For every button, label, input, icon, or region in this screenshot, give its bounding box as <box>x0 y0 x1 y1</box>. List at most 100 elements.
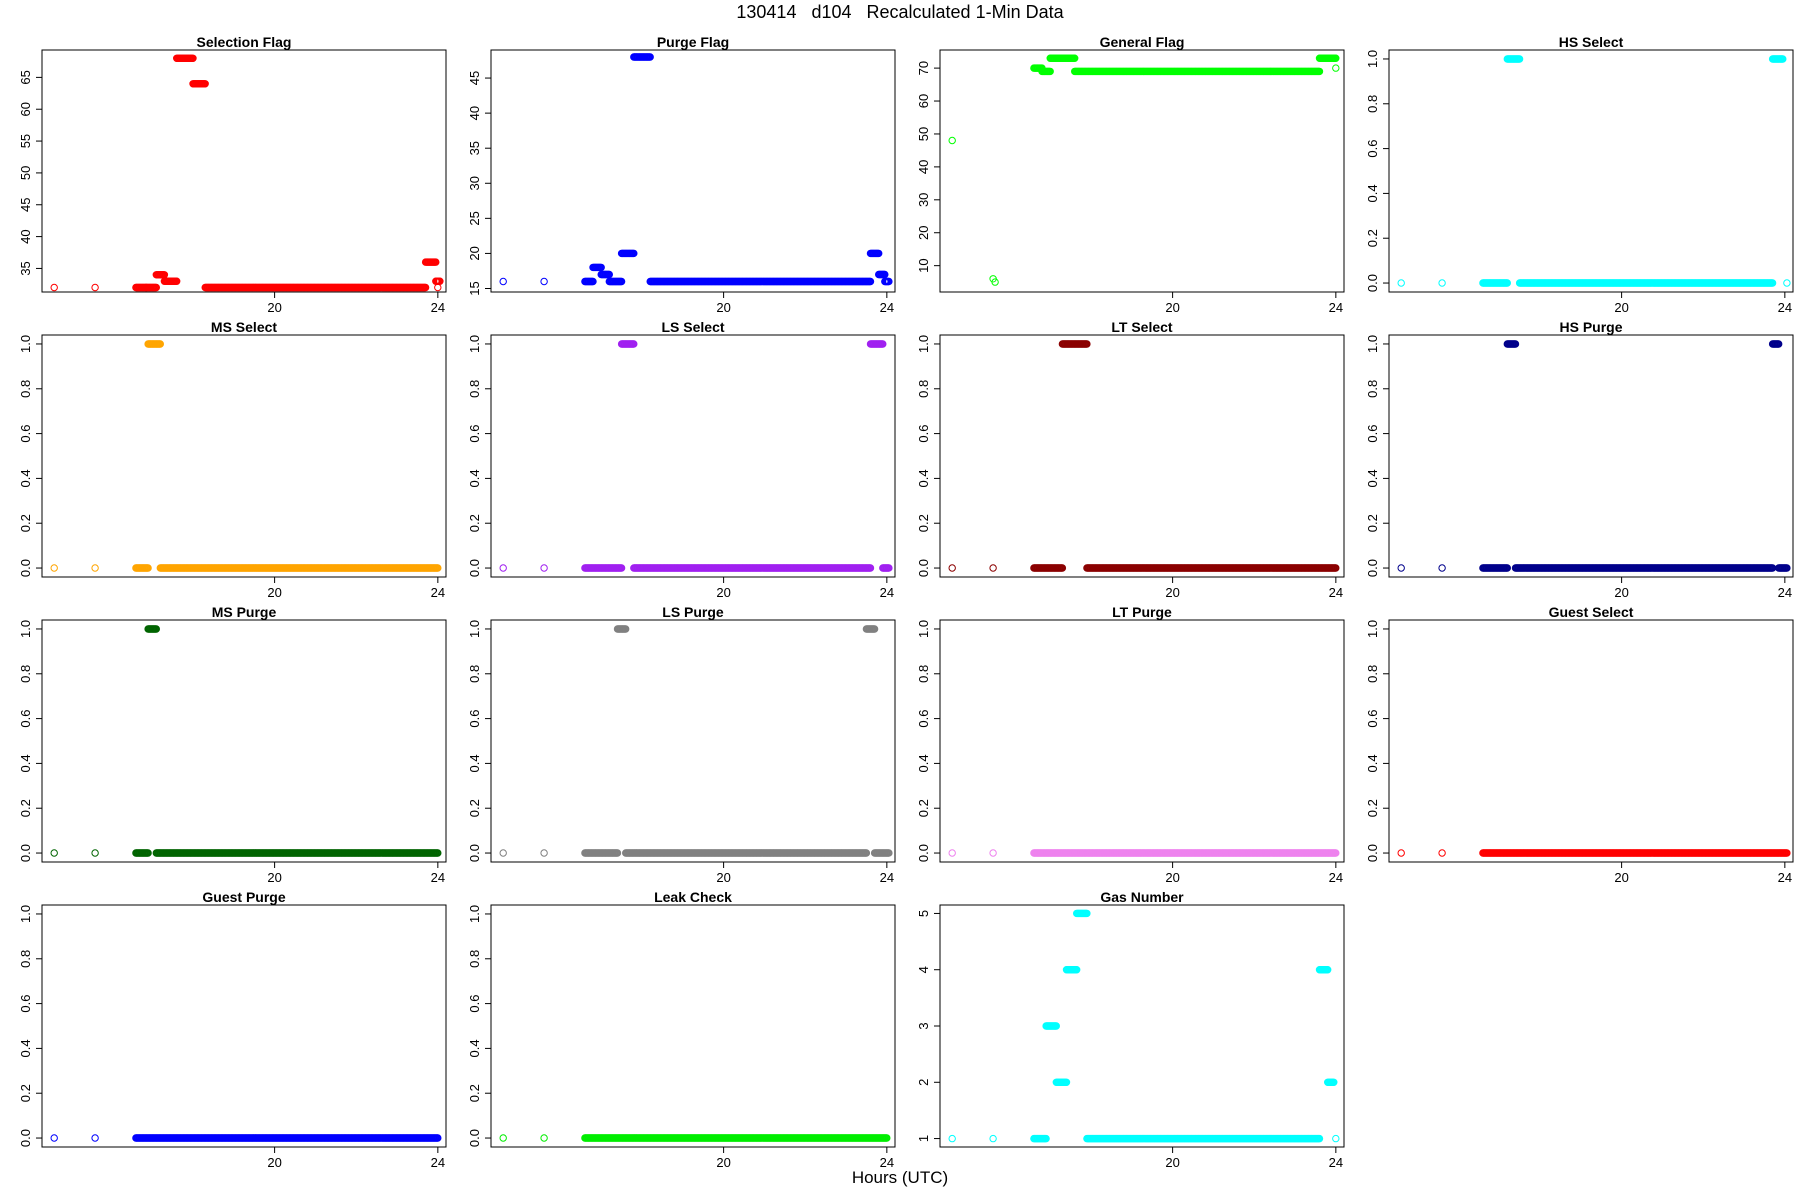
y-tick-label: 45 <box>18 198 33 212</box>
y-tick-label: 0.0 <box>18 559 33 577</box>
y-tick-label: 50 <box>18 166 33 180</box>
data-point <box>1438 564 1446 572</box>
data-points <box>948 54 1340 286</box>
plot-frame <box>41 334 447 578</box>
data-point <box>630 249 638 258</box>
x-tick-label: 20 <box>267 300 281 315</box>
x-tick-label: 24 <box>880 870 894 885</box>
data-points <box>499 340 893 572</box>
data-point <box>991 278 999 286</box>
x-tick-label: 20 <box>716 585 730 600</box>
y-tick-label: 1.0 <box>1365 335 1380 353</box>
data-point <box>948 136 956 145</box>
data-points <box>1397 340 1791 572</box>
y-tick-label: 30 <box>916 193 931 207</box>
data-points <box>50 54 444 292</box>
y-tick-label: 0.4 <box>916 754 931 772</box>
panel-title: Purge Flag <box>657 34 729 50</box>
y-tick-label: 0.6 <box>1365 140 1380 158</box>
panel-title: LS Purge <box>662 604 724 620</box>
y-tick-label: 1.0 <box>467 335 482 353</box>
data-point <box>436 277 444 285</box>
x-tick-label: 20 <box>1165 300 1179 315</box>
y-tick-label: 40 <box>916 160 931 174</box>
y-tick-label: 40 <box>467 106 482 120</box>
y-tick-label: 0.8 <box>18 380 33 398</box>
data-point <box>866 277 875 286</box>
y-tick-label: 20 <box>467 246 482 260</box>
panel-title: LS Select <box>661 319 724 335</box>
x-tick-label: 24 <box>1778 300 1792 315</box>
y-tick-label: 0.4 <box>1365 184 1380 202</box>
data-point <box>540 849 548 857</box>
data-point <box>50 849 58 857</box>
data-point <box>1438 279 1446 287</box>
data-points <box>50 340 442 572</box>
data-point <box>91 849 99 857</box>
y-tick-label: 0.8 <box>1365 95 1380 113</box>
y-tick-label: 0.2 <box>467 799 482 817</box>
y-tick-label: 0.4 <box>18 469 33 487</box>
y-tick-label: 0.2 <box>467 514 482 532</box>
data-points <box>499 625 893 857</box>
data-points <box>1397 55 1791 287</box>
plot-frame <box>41 49 447 293</box>
y-tick-label: 25 <box>467 211 482 225</box>
panel-title: LT Purge <box>1112 604 1172 620</box>
plot-frame <box>1388 49 1794 293</box>
y-tick-label: 0.4 <box>1365 469 1380 487</box>
data-point <box>432 258 440 266</box>
x-tick-label: 24 <box>1778 585 1792 600</box>
y-tick-label: 60 <box>916 94 931 108</box>
panel-title: LT Select <box>1111 319 1173 335</box>
y-tick-label: 1.0 <box>18 620 33 638</box>
y-tick-label: 0.6 <box>18 710 33 728</box>
data-point <box>1397 279 1405 287</box>
y-tick-label: 0.6 <box>467 710 482 728</box>
y-tick-label: 0.4 <box>467 754 482 772</box>
x-tick-label: 24 <box>880 585 894 600</box>
page-title: 130414 d104 Recalculated 1-Min Data <box>736 2 1064 22</box>
y-tick-label: 1.0 <box>18 335 33 353</box>
x-tick-label: 24 <box>1329 870 1343 885</box>
y-tick-label: 0.6 <box>1365 425 1380 443</box>
y-tick-label: 0.4 <box>916 469 931 487</box>
data-point <box>421 283 430 292</box>
y-tick-label: 1.0 <box>467 620 482 638</box>
data-point <box>91 283 99 292</box>
y-tick-label: 0.4 <box>467 469 482 487</box>
panel-title: Selection Flag <box>197 34 292 50</box>
y-tick-label: 0.0 <box>18 844 33 862</box>
plot-frame <box>939 334 1345 578</box>
panel-title: MS Purge <box>212 604 277 620</box>
data-point <box>597 263 605 272</box>
plot-frame <box>490 334 896 578</box>
x-tick-label: 20 <box>1614 585 1628 600</box>
data-point <box>989 849 997 857</box>
data-points <box>948 849 1340 857</box>
panel-title: HS Purge <box>1559 319 1622 335</box>
data-point <box>50 564 58 572</box>
y-tick-label: 0.2 <box>1365 229 1380 247</box>
y-tick-label: 50 <box>916 127 931 141</box>
data-point <box>434 283 442 292</box>
data-point <box>173 277 181 285</box>
plot-frame <box>939 619 1345 863</box>
data-point <box>91 564 99 572</box>
y-tick-label: 0.2 <box>916 514 931 532</box>
data-point <box>1071 54 1079 62</box>
data-point <box>1332 54 1340 62</box>
data-point <box>589 277 597 286</box>
data-point <box>1332 64 1340 72</box>
y-tick-label: 10 <box>916 258 931 272</box>
data-point <box>152 283 161 292</box>
y-tick-label: 35 <box>18 261 33 275</box>
y-tick-label: 0.0 <box>467 559 482 577</box>
